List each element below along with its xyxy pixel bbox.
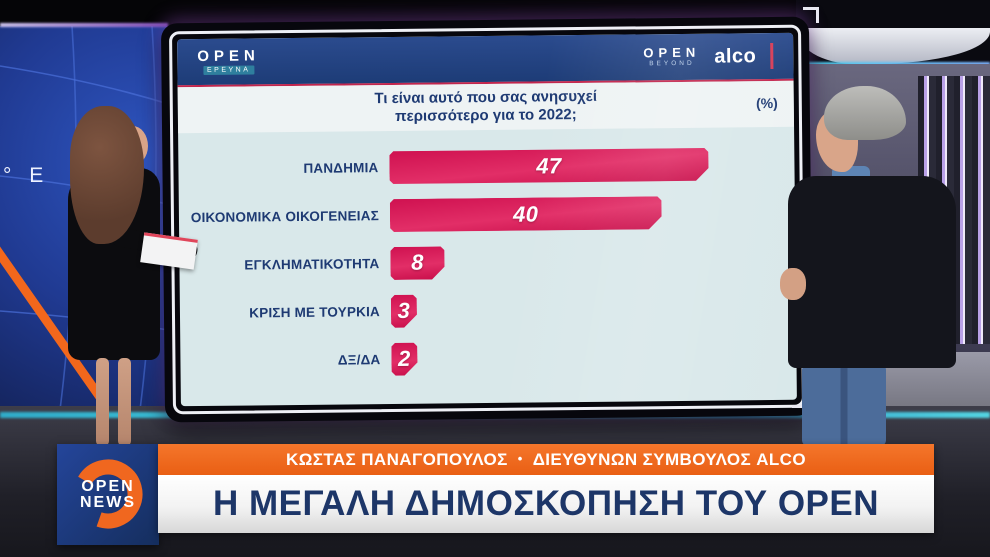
headline-strip: Η ΜΕΓΑΛΗ ΔΗΜΟΣΚΟΠΗΣΗ ΤΟΥ OPEN	[158, 475, 934, 533]
logo-line-open: OPEN	[81, 478, 135, 496]
bar-label: ΟΙΚΟΝΟΜΙΚΑ ΟΙΚΟΓΕΝΕΙΑΣ	[190, 208, 380, 226]
headline-text: Η ΜΕΓΑΛΗ ΔΗΜΟΣΚΟΠΗΣΗ ΤΟΥ OPEN	[212, 484, 880, 523]
open-beyond-logo: OPEN BEYOND	[643, 45, 701, 68]
chart-rows: ΠΑΝΔΗΜΙΑ 47 ΟΙΚΟΝΟΜΙΚΑ ΟΙΚΟΓΕΝΕΙΑΣ 40 ΕΓΚΛΗΜ…	[178, 127, 797, 406]
ceiling-cove	[796, 28, 990, 64]
bar-value: 3	[397, 298, 411, 324]
presenter-leg	[118, 358, 131, 446]
chart-header-band: OPEN ΕΡΕΥΝΑ OPEN BEYOND alco	[177, 32, 794, 88]
guest-jeans	[802, 364, 886, 446]
bar: 8	[390, 246, 445, 280]
open-news-logo-text: OPEN NEWS	[80, 478, 136, 511]
speaker-role: ΔΙΕΥΘΥΝΩΝ ΣΥΜΒΟΥΛΟΣ ALCO	[532, 449, 806, 469]
bar-track: 3	[391, 291, 778, 328]
chart-row: ΠΑΝΔΗΜΙΑ 47	[186, 147, 776, 187]
bar-value: 2	[397, 345, 411, 372]
bar-label: ΕΓΚΛΗΜΑΤΙΚΟΤΗΤΑ	[244, 256, 380, 273]
bar-track: 2	[391, 339, 778, 376]
alco-red-bar	[770, 42, 774, 70]
chart-row: ΔΞ/ΔΑ 2	[188, 338, 778, 378]
chart-title-line1: Τι είναι αυτό που σας ανησυχεί	[374, 87, 598, 108]
screen-frame: OPEN ΕΡΕΥΝΑ OPEN BEYOND alco Τι είναι αυ…	[169, 24, 805, 415]
bar-track: 8	[390, 243, 777, 280]
bar: 47	[389, 148, 708, 184]
open-news-logo: OPEN NEWS	[57, 444, 159, 545]
open-logo-text: OPEN	[643, 45, 701, 61]
bar-label: ΔΞ/ΔΑ	[337, 351, 381, 368]
presenter-leg	[96, 358, 109, 446]
speaker-name: ΚΩΣΤΑΣ ΠΑΝΑΓΟΠΟΥΛΟΣ	[286, 449, 508, 469]
alco-logo: alco	[714, 44, 757, 68]
bar-value: 40	[512, 201, 539, 227]
guest-hair	[824, 86, 906, 140]
poll-screen: OPEN ΕΡΕΥΝΑ OPEN BEYOND alco Τι είναι αυ…	[160, 16, 814, 423]
screen-corner-mark-top-right	[803, 7, 819, 23]
speaker-strip: ΚΩΣΤΑΣ ΠΑΝΑΓΟΠΟΥΛΟΣ • ΔΙΕΥΘΥΝΩΝ ΣΥΜΒΟΥΛΟ…	[158, 444, 934, 475]
chart-row: ΚΡΙΣΗ ΜΕ ΤΟΥΡΚΙΑ 3	[188, 290, 778, 330]
chart-unit-label: (%)	[755, 94, 778, 112]
bar: 3	[391, 295, 417, 328]
bar-label: ΚΡΙΣΗ ΜΕ ΤΟΥΡΚΙΑ	[249, 303, 381, 321]
chart-row: ΕΓΚΛΗΜΑΤΙΚΟΤΗΤΑ 8	[187, 242, 777, 282]
open-ereyna-logo: OPEN ΕΡΕΥΝΑ	[197, 47, 260, 75]
bar-track: 47	[389, 147, 776, 184]
open-logo-text: OPEN	[197, 47, 260, 66]
map-longitude-label: ° E	[3, 164, 50, 187]
studio-light-streak	[0, 23, 168, 27]
bar-track: 40	[390, 195, 777, 232]
beyond-tag: BEYOND	[649, 60, 695, 68]
bar-value: 8	[411, 250, 425, 276]
ereyna-tag: ΕΡΕΥΝΑ	[202, 65, 255, 75]
guest-man	[778, 86, 968, 446]
header-right-logos: OPEN BEYOND alco	[643, 42, 774, 70]
presenter-hair	[70, 106, 144, 244]
chart-title-bar: Τι είναι αυτό που σας ανησυχεί περισσότε…	[177, 80, 795, 134]
bar: 2	[391, 342, 417, 375]
bar-value: 47	[536, 153, 562, 179]
bar-label: ΠΑΝΔΗΜΙΑ	[303, 160, 379, 177]
logo-line-news: NEWS	[80, 493, 136, 511]
lower-third: ΚΩΣΤΑΣ ΠΑΝΑΓΟΠΟΥΛΟΣ • ΔΙΕΥΘΥΝΩΝ ΣΥΜΒΟΥΛΟ…	[158, 444, 934, 533]
chart-row: ΟΙΚΟΝΟΜΙΚΑ ΟΙΚΟΓΕΝΕΙΑΣ 40	[187, 195, 777, 235]
open-news-ring-icon	[73, 459, 143, 529]
bar: 40	[390, 196, 662, 232]
separator-dot: •	[517, 451, 523, 466]
presenter-woman	[60, 106, 200, 446]
screen-content: OPEN ΕΡΕΥΝΑ OPEN BEYOND alco Τι είναι αυ…	[177, 32, 797, 407]
chart-title-line2: περισσότερο για το 2022;	[395, 106, 577, 125]
guest-hands	[780, 268, 806, 300]
guest-blazer	[788, 176, 956, 368]
